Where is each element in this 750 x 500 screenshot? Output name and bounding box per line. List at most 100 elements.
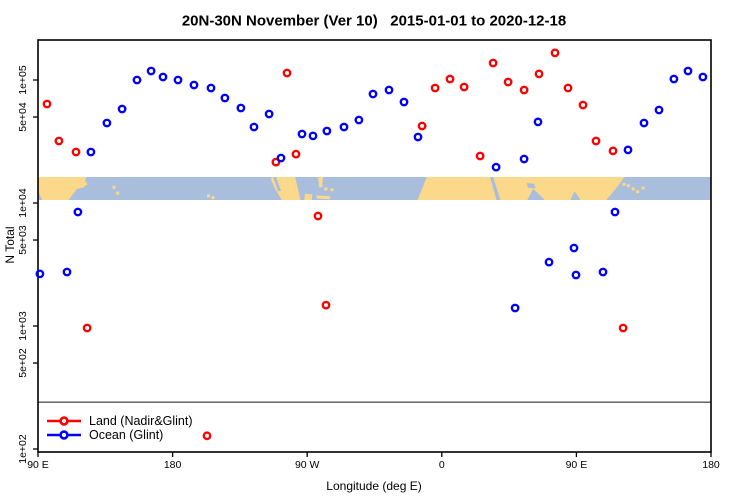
data-point-land	[282, 68, 292, 78]
plot-box	[37, 39, 712, 453]
map-strip-land	[304, 193, 313, 200]
data-point-ocean	[413, 132, 423, 142]
data-point-land	[71, 147, 81, 157]
y-tick-label: 5e+04	[17, 102, 29, 132]
data-point-land	[519, 85, 529, 95]
map-strip-land	[318, 177, 323, 188]
data-point-ocean	[533, 117, 543, 127]
data-point-ocean	[654, 105, 664, 115]
data-point-ocean	[308, 131, 318, 141]
map-strip-island	[622, 182, 626, 186]
data-point-ocean	[639, 118, 649, 128]
map-strip-island	[211, 196, 215, 200]
data-point-land	[534, 69, 544, 79]
x-tick-label: 90 E	[566, 459, 588, 471]
map-strip-land	[271, 177, 301, 200]
data-point-land	[321, 300, 331, 310]
data-point-land	[618, 323, 628, 333]
data-point-land	[54, 136, 64, 146]
map-strip-water	[273, 177, 281, 192]
map-strip-island	[116, 191, 120, 195]
data-point-ocean	[276, 153, 286, 163]
map-strip-water	[38, 191, 43, 200]
data-point-ocean	[544, 257, 554, 267]
data-point-land	[202, 431, 212, 441]
y-tick-label: 1e+04	[17, 188, 29, 218]
data-point-ocean	[62, 267, 72, 277]
data-point-ocean	[598, 267, 608, 277]
map-strip-island	[631, 187, 635, 191]
data-point-land	[550, 48, 560, 58]
legend-item-ocean: Ocean (Glint)	[46, 428, 193, 442]
data-point-land	[475, 151, 485, 161]
map-strip-island	[626, 184, 630, 188]
data-point-ocean	[189, 80, 199, 90]
map-strip-island	[84, 182, 88, 186]
data-point-land	[503, 77, 513, 87]
data-point-ocean	[35, 269, 45, 279]
data-point-ocean	[206, 83, 216, 93]
data-point-ocean	[610, 207, 620, 217]
data-point-land	[271, 157, 281, 167]
data-point-ocean	[569, 243, 579, 253]
data-point-land	[608, 146, 618, 156]
x-tick-label: 180	[164, 459, 182, 471]
data-point-ocean	[236, 103, 246, 113]
data-point-ocean	[117, 104, 127, 114]
data-point-land	[578, 100, 588, 110]
ocean-series-symbol	[47, 430, 81, 440]
data-point-ocean	[220, 93, 230, 103]
data-point-land	[459, 82, 469, 92]
x-tick-label: 90 W	[295, 459, 320, 471]
data-point-ocean	[173, 75, 183, 85]
data-point-ocean	[491, 162, 501, 172]
data-point-land	[313, 211, 323, 221]
x-tick-label: 0	[439, 459, 445, 471]
y-tick-label: 1e+02	[17, 434, 29, 464]
map-strip-island	[330, 188, 334, 192]
x-axis-title: Longitude (deg E)	[326, 479, 422, 493]
data-point-land	[563, 83, 573, 93]
map-strip-water	[526, 183, 536, 189]
legend: Land (Nadir&Glint) Ocean (Glint)	[46, 414, 193, 442]
data-point-ocean	[264, 109, 274, 119]
data-point-ocean	[623, 145, 633, 155]
data-point-ocean	[519, 154, 529, 164]
map-strip-island	[112, 185, 116, 189]
data-point-land	[430, 83, 440, 93]
data-point-ocean	[339, 122, 349, 132]
x-tick-label: 180	[702, 459, 720, 471]
map-strip-land	[316, 195, 331, 200]
y-tick-label: 1e+05	[17, 65, 29, 95]
y-tick-label: 5e+03	[17, 225, 29, 255]
data-point-ocean	[683, 66, 693, 76]
data-point-ocean	[249, 122, 259, 132]
data-point-ocean	[698, 72, 708, 82]
y-tick-label: 5e+02	[17, 348, 29, 378]
data-point-land	[42, 99, 52, 109]
map-strip-water	[570, 191, 581, 200]
map-strip-island	[636, 190, 640, 194]
data-point-ocean	[571, 270, 581, 280]
legend-label-ocean: Ocean (Glint)	[89, 428, 164, 442]
data-point-ocean	[510, 303, 520, 313]
data-point-land	[291, 149, 301, 159]
data-point-ocean	[158, 72, 168, 82]
data-point-ocean	[399, 97, 409, 107]
map-strip-land	[38, 177, 86, 200]
data-point-land	[417, 121, 427, 131]
data-point-land	[82, 323, 92, 333]
data-point-land	[445, 74, 455, 84]
data-point-ocean	[384, 85, 394, 95]
data-point-land	[488, 58, 498, 68]
data-point-ocean	[73, 207, 83, 217]
data-point-ocean	[297, 129, 307, 139]
data-point-ocean	[669, 74, 679, 84]
y-tick-label: 1e+03	[17, 311, 29, 341]
legend-item-land: Land (Nadir&Glint)	[46, 414, 193, 428]
map-strip-water	[490, 177, 501, 200]
legend-label-land: Land (Nadir&Glint)	[89, 414, 193, 428]
map-strip-water	[527, 189, 545, 200]
